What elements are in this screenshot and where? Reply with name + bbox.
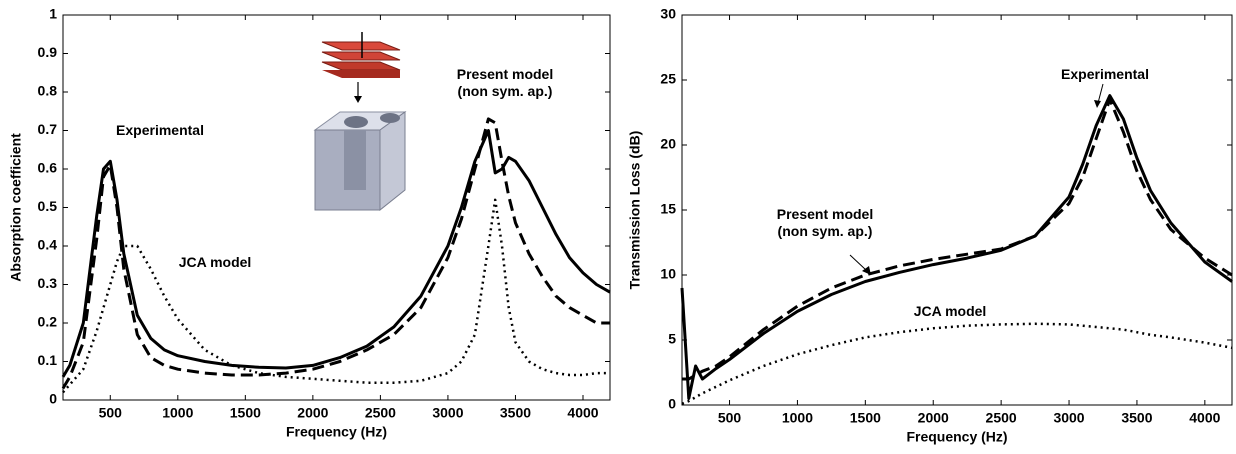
y-tick-label: 0 — [668, 396, 676, 412]
x-tick-label: 3500 — [500, 405, 531, 421]
series-line — [680, 94, 1233, 400]
series-label: Experimental — [1061, 66, 1149, 82]
x-tick-label: 4000 — [567, 405, 598, 421]
y-tick-label: 0 — [49, 391, 57, 407]
y-tick-label: 0.7 — [38, 121, 58, 137]
y-tick-label: 0.8 — [38, 83, 58, 99]
x-tick-label: 1500 — [850, 410, 881, 426]
x-tick-label: 2500 — [986, 410, 1017, 426]
inset-illustration — [313, 32, 407, 212]
y-tick-label: 1 — [49, 6, 57, 22]
annotation-arrows — [849, 83, 1104, 275]
y-tick-label: 5 — [668, 331, 676, 347]
y-axis-label: Absorption coefficient — [8, 133, 24, 282]
series-line — [61, 117, 610, 390]
y-tick-label: 30 — [660, 6, 676, 22]
y-tick-label: 10 — [660, 266, 676, 282]
series-label: Present model (non sym. ap.) — [776, 206, 874, 239]
y-tick-label: 0.2 — [38, 314, 58, 330]
x-tick-label: 500 — [99, 405, 123, 421]
series-label: JCA model — [178, 254, 252, 270]
series-label: Present model (non sym. ap.) — [456, 66, 554, 99]
x-tick-label: 1500 — [230, 405, 261, 421]
y-tick-label: 0.9 — [38, 44, 58, 60]
series-line — [62, 198, 610, 394]
series-label: Experimental — [116, 122, 204, 138]
series-line — [682, 98, 1233, 381]
y-tick-label: 20 — [660, 136, 676, 152]
y-tick-label: 0.5 — [38, 198, 58, 214]
y-tick-label: 0.1 — [38, 352, 58, 368]
y-tick-label: 0.6 — [38, 160, 58, 176]
x-axis-label: Frequency (Hz) — [906, 429, 1007, 445]
series-line — [681, 322, 1233, 405]
y-axis-label: Transmission Loss (dB) — [627, 131, 643, 290]
series-label: JCA model — [913, 303, 987, 319]
x-tick-label: 500 — [718, 410, 742, 426]
x-tick-label: 1000 — [782, 410, 813, 426]
x-tick-label: 2000 — [297, 405, 328, 421]
x-tick-label: 2500 — [365, 405, 396, 421]
x-tick-label: 3500 — [1121, 410, 1152, 426]
x-tick-label: 3000 — [432, 405, 463, 421]
y-tick-label: 15 — [660, 201, 676, 217]
y-tick-label: 0.4 — [38, 237, 58, 253]
y-tick-label: 25 — [660, 71, 676, 87]
x-tick-label: 2000 — [918, 410, 949, 426]
x-axis-label: Frequency (Hz) — [286, 424, 387, 440]
x-tick-label: 1000 — [162, 405, 193, 421]
x-tick-label: 4000 — [1189, 410, 1220, 426]
x-tick-label: 3000 — [1053, 410, 1084, 426]
y-tick-label: 0.3 — [38, 275, 58, 291]
